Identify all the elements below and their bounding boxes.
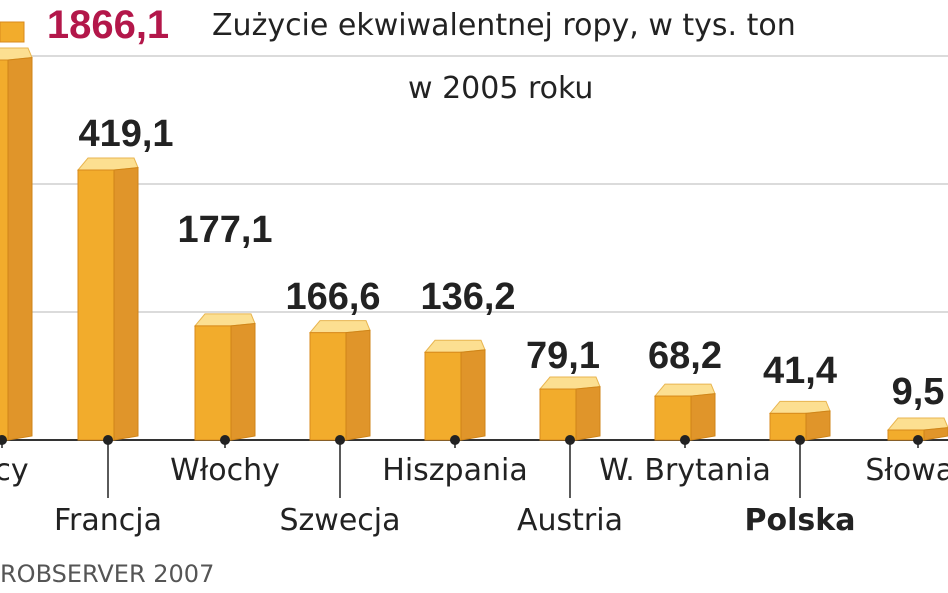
data-label: 79,1: [526, 335, 600, 377]
bar-side: [575, 386, 601, 441]
data-label: 68,2: [648, 335, 722, 377]
bar-break-icon: [0, 21, 25, 43]
chart-title: Zużycie ekwiwalentnej ropy, w tys. ton: [212, 8, 796, 43]
data-label: 136,2: [420, 276, 515, 318]
bar-side: [805, 410, 831, 441]
data-label: 9,5: [892, 371, 945, 413]
bar-front: [539, 388, 577, 441]
bar: [768, 400, 831, 441]
category-label: Słowac: [865, 453, 948, 488]
category-label: Francja: [54, 503, 162, 538]
data-label: 1866,1: [47, 3, 169, 47]
bar-front: [309, 332, 347, 441]
chart-subtitle: w 2005 roku: [408, 71, 594, 106]
category-label: Hiszpania: [382, 453, 527, 488]
leader-dot: [565, 435, 575, 445]
category-label: ncy: [0, 453, 29, 488]
leader-dot: [220, 435, 230, 445]
bar: [76, 157, 139, 441]
leader-dot: [0, 435, 7, 445]
leader-dot: [335, 435, 345, 445]
bar-side: [230, 322, 256, 441]
leader-dot: [680, 435, 690, 445]
bar-side: [7, 57, 33, 441]
leader-dot: [913, 435, 923, 445]
bar-side: [690, 393, 716, 441]
bar-side: [460, 349, 486, 441]
bar: [423, 339, 486, 441]
bar-front: [654, 395, 692, 441]
data-label: 419,1: [78, 113, 173, 155]
bar: [538, 376, 601, 441]
data-label: 41,4: [763, 350, 837, 392]
bar: [193, 313, 256, 441]
category-label: W. Brytania: [599, 453, 771, 488]
category-label: Szwecja: [280, 503, 401, 538]
bar-front: [0, 59, 9, 441]
leader-dot: [450, 435, 460, 445]
bar: [653, 383, 716, 441]
bar: [886, 417, 948, 441]
category-label: Polska: [745, 503, 856, 538]
leader-dot: [103, 435, 113, 445]
leader-dot: [795, 435, 805, 445]
bar-front: [424, 351, 462, 441]
bar-side: [345, 329, 371, 441]
data-label: 166,6: [285, 276, 380, 318]
bar-front: [77, 169, 115, 441]
bar-side: [923, 427, 948, 441]
source-note: ROBSERVER 2007: [0, 560, 215, 588]
category-label: Austria: [517, 503, 623, 538]
bar-front: [194, 325, 232, 441]
data-label: 177,1: [177, 209, 272, 251]
bar: [0, 47, 33, 441]
bar-side: [113, 167, 139, 441]
grid: [0, 55, 948, 313]
bar: [308, 320, 371, 441]
category-label: Włochy: [170, 453, 280, 488]
